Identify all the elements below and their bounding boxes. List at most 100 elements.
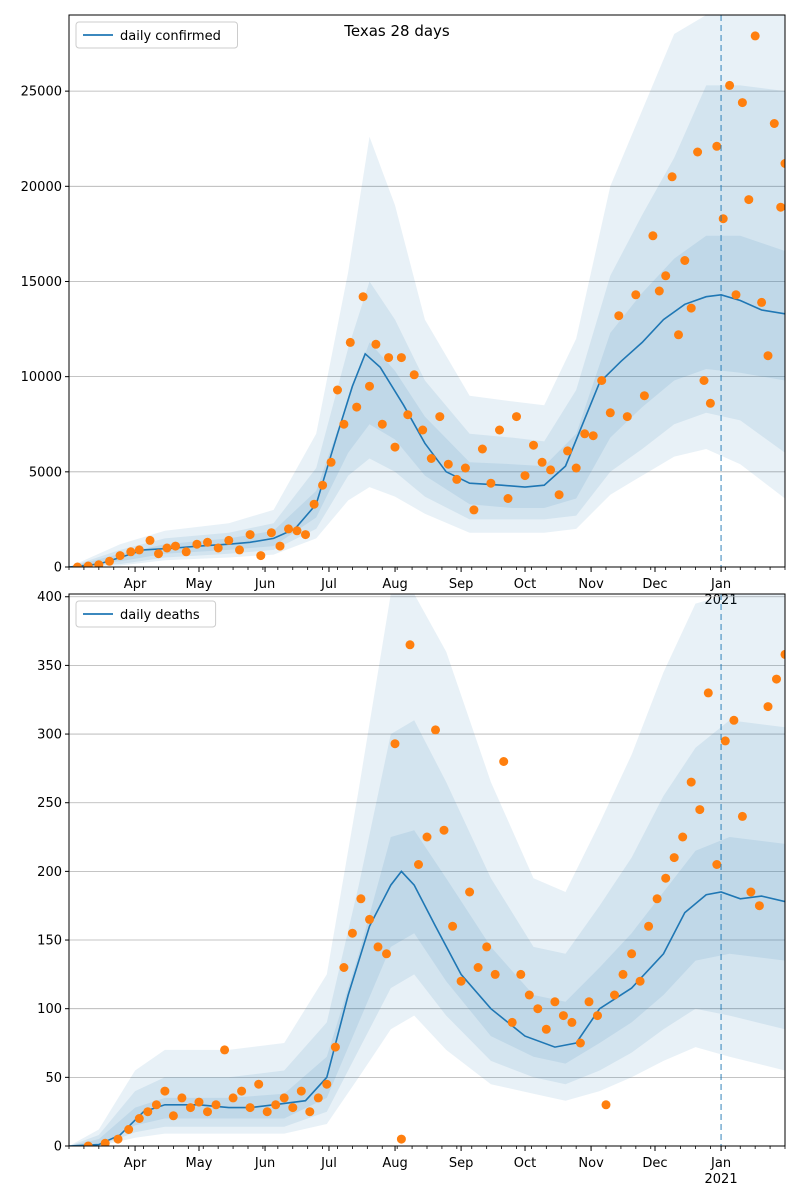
data-point	[524, 990, 534, 1000]
data-point	[507, 1017, 517, 1027]
data-point	[203, 1107, 212, 1117]
data-point	[725, 80, 735, 90]
x-tick-label: May	[186, 577, 213, 592]
data-point	[584, 997, 594, 1007]
data-point	[220, 1045, 230, 1055]
data-point	[305, 1107, 315, 1117]
data-point	[465, 887, 475, 897]
data-point	[686, 303, 696, 313]
x-tick-label: Dec	[642, 1156, 667, 1171]
x-tick-label: Jun	[254, 1156, 275, 1171]
y-tick-label: 150	[37, 934, 62, 949]
data-point	[571, 463, 581, 473]
data-point	[435, 412, 445, 422]
data-point	[186, 1103, 195, 1113]
data-point	[371, 339, 381, 349]
uncertainty-band-2	[69, 720, 785, 1146]
legend-box	[75, 600, 217, 628]
data-point	[763, 702, 773, 712]
data-point	[73, 562, 82, 567]
y-tick-label: 25000	[21, 85, 62, 100]
data-point	[145, 535, 155, 545]
legend-label: daily deaths	[120, 608, 200, 623]
data-point	[347, 928, 357, 938]
y-tick-label: 350	[37, 659, 62, 674]
x-tick-label: Oct	[514, 577, 536, 592]
data-point	[486, 478, 496, 488]
data-point	[256, 551, 266, 561]
y-tick-label: 250	[37, 796, 62, 811]
data-point	[213, 543, 223, 553]
data-point	[443, 459, 453, 469]
data-point	[618, 969, 628, 979]
y-tick-label: 300	[37, 728, 62, 743]
data-point	[460, 463, 470, 473]
plot-area	[69, 15, 785, 567]
data-point	[754, 901, 764, 911]
data-point	[731, 290, 741, 300]
data-point	[405, 640, 415, 650]
x-tick-label: Nov	[578, 1156, 604, 1171]
data-point	[403, 410, 413, 420]
data-point	[588, 431, 598, 441]
data-point	[262, 1107, 272, 1117]
data-point	[396, 1134, 406, 1144]
y-tick-label: 20000	[21, 180, 62, 195]
data-point	[384, 353, 394, 363]
data-point	[563, 446, 573, 456]
x-tick-label: Jan	[710, 1156, 731, 1171]
data-point	[635, 976, 645, 986]
data-point	[192, 539, 202, 549]
y-tick-label: 5000	[29, 465, 62, 480]
data-point	[83, 561, 93, 567]
x-tick-label: Sep	[449, 577, 474, 592]
data-point	[763, 351, 773, 361]
data-point	[610, 990, 619, 1000]
legend: daily confirmed	[75, 21, 238, 49]
data-point	[661, 271, 671, 281]
plot-area	[69, 594, 785, 1146]
data-point	[237, 1086, 247, 1096]
data-point	[318, 480, 328, 490]
data-point	[780, 649, 785, 659]
data-point	[769, 119, 779, 128]
data-point	[134, 1114, 144, 1123]
data-point	[541, 1024, 551, 1034]
data-point	[151, 1100, 161, 1110]
data-point	[554, 490, 564, 500]
data-point	[339, 419, 349, 429]
data-point	[100, 1138, 110, 1146]
data-point	[160, 1086, 170, 1096]
data-point	[358, 292, 368, 302]
data-point	[254, 1079, 264, 1089]
data-point	[115, 551, 125, 561]
legend-box	[75, 21, 238, 49]
data-point	[330, 1042, 340, 1052]
data-point	[154, 549, 163, 559]
x-tick-label: May	[186, 1156, 213, 1171]
data-point	[482, 942, 492, 952]
y-tick-label: 0	[54, 1140, 62, 1155]
data-point	[275, 541, 285, 551]
x-tick-label: 2021	[705, 1172, 738, 1187]
y-tick-label: 50	[45, 1071, 62, 1086]
data-point	[126, 547, 136, 557]
confirmed-panel: 0 5000 10000 15000 20000 25000 Apr May Jun Jul Aug…	[21, 14, 786, 608]
y-tick-label: 15000	[21, 275, 62, 290]
data-point	[333, 385, 342, 395]
data-point	[266, 528, 276, 538]
data-point	[776, 202, 785, 212]
data-point	[414, 860, 423, 869]
data-point	[409, 370, 419, 380]
data-point	[720, 736, 730, 746]
legend: daily deaths	[75, 600, 217, 628]
data-point	[301, 530, 310, 540]
data-point	[162, 543, 172, 553]
x-tick-label: Sep	[449, 1156, 474, 1171]
data-point	[284, 524, 293, 534]
x-tick-label: Jul	[320, 577, 337, 592]
data-point	[622, 412, 632, 422]
data-point	[245, 530, 255, 540]
data-point	[356, 894, 366, 904]
data-point	[439, 825, 449, 835]
